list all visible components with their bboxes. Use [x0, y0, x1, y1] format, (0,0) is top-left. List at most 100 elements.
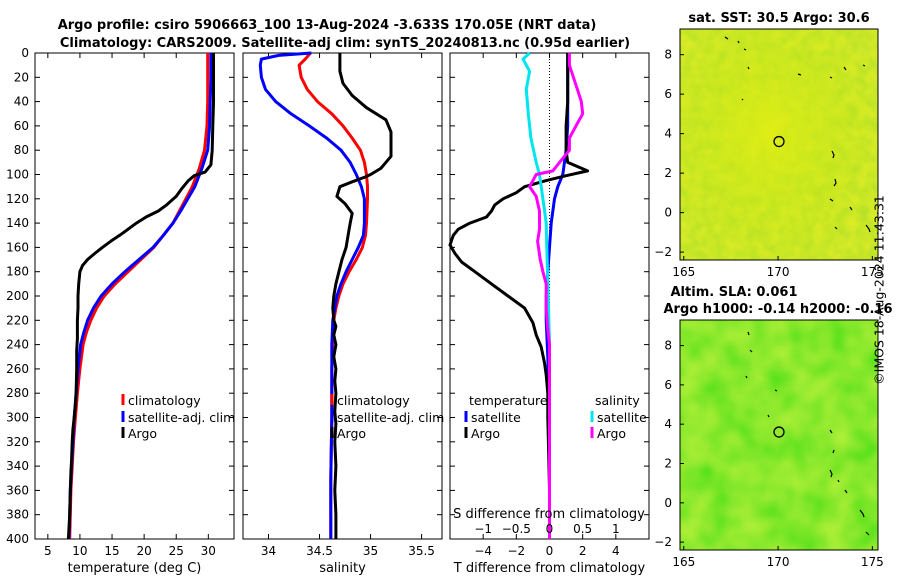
- depth-tick-label: 180: [6, 265, 29, 279]
- sla-map-field: [680, 320, 878, 550]
- difference-xtick-label: 2: [579, 544, 587, 558]
- difference-legend-s-argo-label: Argo: [597, 426, 626, 441]
- difference-legend-t-satellite-label: satellite: [471, 410, 521, 425]
- depth-tick-label: 260: [6, 362, 29, 376]
- difference-xtick-label: 0: [546, 544, 554, 558]
- sla-coastline: [745, 331, 870, 536]
- salinity-diff-tick-label: −0.5: [502, 522, 531, 536]
- difference-legend-title-salinity: salinity: [595, 393, 640, 408]
- depth-tick-label: 240: [6, 338, 29, 352]
- difference-legend-title-temperature: temperature: [469, 393, 548, 408]
- difference-xtick-label: 4: [612, 544, 620, 558]
- sst-map-panel: sat. SST: 30.5 Argo: 30.6 165 170 175 −2 0 2 4…: [654, 11, 883, 279]
- salinity-panel: 34 34.5 35 35.5 salinity climatology satellite…: [242, 51, 444, 576]
- depth-tick-label: 320: [6, 435, 29, 449]
- temperature-xlabel: temperature (deg C): [68, 561, 202, 576]
- temperature-xtick-label: 20: [136, 544, 151, 558]
- sst_map-lat-label: 0: [664, 206, 672, 220]
- difference-xlabel: T difference from climatology: [453, 561, 646, 576]
- sla_map-lat-label: 8: [664, 339, 672, 353]
- temperature-legend-1-label: satellite-adj. clim: [128, 410, 235, 425]
- sst-coastline: [724, 36, 871, 233]
- salinity-legend-1-label: satellite-adj. clim: [337, 410, 444, 425]
- sla-map-title-line2: Argo h1000: -0.14 h2000: -0.16: [663, 302, 892, 317]
- depth-tick-label: 360: [6, 483, 29, 497]
- sla_map-argo-marker: [773, 426, 785, 438]
- sst_map-lat-label: 4: [664, 127, 672, 141]
- salinity-diff-tick-label: 0.5: [573, 522, 592, 536]
- depth-tick-label: 220: [6, 313, 29, 327]
- salinity-xtick-label: 35: [363, 544, 378, 558]
- salinity-legend-0-label: climatology: [337, 393, 410, 408]
- difference-legend-s-satellite-label: satellite: [597, 410, 647, 425]
- depth-tick-label: 340: [6, 459, 29, 473]
- depth-tick-label: 120: [6, 192, 29, 206]
- sla_map-lat-label: 4: [664, 417, 672, 431]
- temperature-xtick-label: 10: [72, 544, 87, 558]
- depth-tick-label: 60: [14, 119, 29, 133]
- sla-map-title-line1: Altim. SLA: 0.061: [671, 285, 798, 300]
- temperature-panel: 0 20 40 60 80 100 120 140 160 180 200 220 240 260 280 3…: [6, 46, 235, 576]
- sla_map-lat-label: −2: [654, 535, 672, 549]
- depth-tick-label: 400: [6, 532, 29, 546]
- difference-legend-t-argo-label: Argo: [471, 426, 500, 441]
- depth-tick-label: 40: [14, 95, 29, 109]
- depth-tick-label: 300: [6, 411, 29, 425]
- salinity-diff-tick-label: 1: [612, 522, 620, 536]
- sla_map-lon-label: 170: [767, 555, 790, 569]
- salinity-satellite-adj--clim-line: [258, 51, 366, 539]
- sla_map-frame: [679, 319, 879, 551]
- sst_map-lat-label: 6: [664, 87, 672, 101]
- salinity-argo-line: [331, 53, 393, 539]
- depth-tick-label: 80: [14, 143, 29, 157]
- sst-map-field: [680, 29, 878, 260]
- temperature-legend-0-label: climatology: [128, 393, 201, 408]
- difference-xtick-label: −4: [474, 544, 492, 558]
- sla_map-lat-label: 6: [664, 378, 672, 392]
- sst_map-lat-label: 2: [664, 166, 672, 180]
- sla_map-lat-label: 2: [664, 457, 672, 471]
- difference-panel: −4 −2 0 2 4 T difference from climatology −1 −0…: [448, 51, 650, 576]
- sst_map-lat-label: −2: [654, 245, 672, 259]
- depth-tick-label: 160: [6, 240, 29, 254]
- difference-t-argo-line: [448, 53, 590, 539]
- sst_map-lat-label: 8: [664, 48, 672, 62]
- sst_map-argo-marker: [773, 135, 785, 148]
- depth-tick-label: 20: [14, 70, 29, 84]
- salinity-diff-axis-label: S difference from climatology: [453, 507, 645, 522]
- salinity-xtick-label: 35.5: [408, 544, 435, 558]
- sla_map-lon-label: 175: [861, 555, 884, 569]
- salinity-xlabel: salinity: [319, 561, 366, 576]
- depth-tick-label: 380: [6, 508, 29, 522]
- temperature-xtick-label: 5: [44, 544, 52, 558]
- salinity-legend-2-label: Argo: [337, 426, 366, 441]
- sla_map-lon-label: 165: [672, 555, 695, 569]
- salinity-diff-tick-label: −1: [474, 522, 492, 536]
- depth-tick-label: 140: [6, 216, 29, 230]
- temperature-xtick-label: 15: [104, 544, 119, 558]
- depth-tick-label: 280: [6, 386, 29, 400]
- depth-tick-label: 100: [6, 168, 29, 182]
- salinity-xtick-label: 34: [261, 544, 276, 558]
- salinity-diff-tick-label: 0: [546, 522, 554, 536]
- sla-map-panel: Altim. SLA: 0.061 Argo h1000: -0.14 h200…: [654, 285, 892, 569]
- temperature-xtick-label: 25: [169, 544, 184, 558]
- sst_map-lon-label: 175: [861, 265, 884, 279]
- salinity-plot-area: [242, 52, 443, 540]
- temperature-legend-2-label: Argo: [128, 426, 157, 441]
- sst_map-lon-label: 165: [672, 265, 695, 279]
- figure-title-line2: Climatology: CARS2009. Satellite-adj cli…: [60, 36, 630, 51]
- sst_map-frame: [679, 28, 879, 261]
- difference-s-argo-line: [528, 53, 585, 539]
- depth-tick-label: 200: [6, 289, 29, 303]
- temperature-argo-line: [66, 53, 215, 540]
- sst_map-lon-label: 170: [767, 265, 790, 279]
- difference-xtick-label: −2: [507, 544, 525, 558]
- temperature-xtick-label: 30: [201, 544, 216, 558]
- depth-tick-label: 0: [21, 46, 29, 60]
- salinity-xtick-label: 34.5: [306, 544, 333, 558]
- sla_map-lat-label: 0: [664, 496, 672, 510]
- sst-map-title: sat. SST: 30.5 Argo: 30.6: [688, 11, 869, 26]
- figure-title-line1: Argo profile: csiro 5906663_100 13-Aug-2…: [58, 18, 597, 33]
